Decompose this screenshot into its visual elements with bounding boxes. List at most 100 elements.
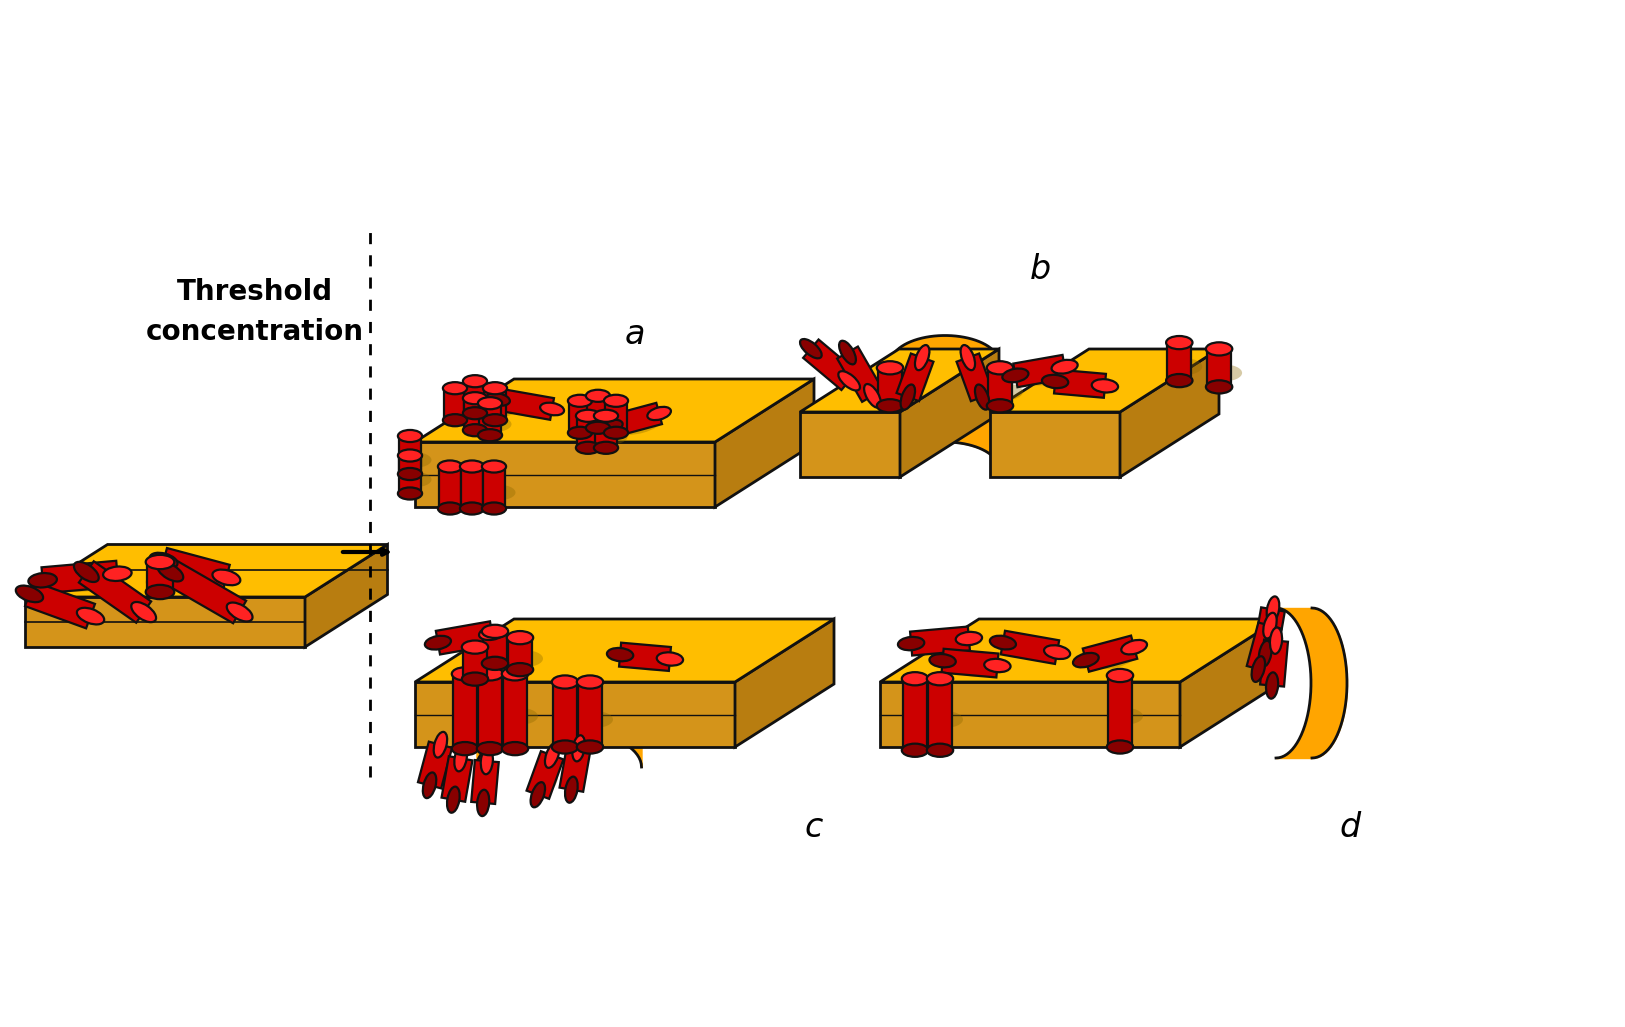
Ellipse shape (604, 394, 629, 407)
Ellipse shape (577, 676, 603, 688)
FancyBboxPatch shape (484, 388, 505, 420)
Ellipse shape (483, 772, 497, 802)
Ellipse shape (73, 562, 99, 582)
Ellipse shape (1259, 641, 1271, 667)
FancyBboxPatch shape (465, 381, 486, 413)
Ellipse shape (483, 460, 505, 472)
Ellipse shape (476, 668, 504, 681)
Polygon shape (608, 403, 661, 438)
Ellipse shape (926, 672, 954, 685)
Ellipse shape (878, 362, 904, 375)
FancyBboxPatch shape (578, 682, 601, 747)
Polygon shape (471, 760, 499, 804)
Ellipse shape (1092, 379, 1118, 392)
Ellipse shape (566, 776, 578, 803)
Ellipse shape (484, 402, 517, 417)
Ellipse shape (575, 410, 600, 422)
Ellipse shape (878, 400, 904, 413)
Ellipse shape (838, 341, 856, 365)
Ellipse shape (541, 766, 559, 794)
Ellipse shape (595, 429, 627, 445)
Polygon shape (1082, 636, 1137, 672)
Polygon shape (800, 412, 900, 477)
Ellipse shape (986, 362, 1014, 375)
Polygon shape (881, 619, 1279, 682)
FancyBboxPatch shape (483, 632, 507, 663)
Ellipse shape (463, 407, 487, 419)
FancyBboxPatch shape (569, 401, 592, 432)
Ellipse shape (481, 624, 509, 638)
FancyBboxPatch shape (904, 679, 926, 751)
Ellipse shape (902, 672, 928, 685)
Ellipse shape (432, 756, 448, 785)
Ellipse shape (479, 626, 505, 640)
FancyBboxPatch shape (595, 416, 618, 448)
Polygon shape (24, 581, 94, 629)
Polygon shape (715, 379, 814, 507)
Ellipse shape (1206, 342, 1232, 355)
Ellipse shape (593, 410, 618, 422)
Ellipse shape (604, 414, 637, 429)
Ellipse shape (990, 636, 1016, 649)
Ellipse shape (398, 430, 422, 442)
Ellipse shape (915, 345, 929, 370)
Ellipse shape (102, 567, 132, 581)
FancyBboxPatch shape (587, 395, 609, 428)
FancyBboxPatch shape (1108, 676, 1133, 747)
Polygon shape (414, 682, 734, 747)
Ellipse shape (821, 357, 850, 382)
Polygon shape (414, 379, 814, 442)
Polygon shape (164, 561, 245, 623)
Ellipse shape (531, 783, 544, 807)
Ellipse shape (182, 579, 240, 616)
Ellipse shape (507, 663, 533, 676)
Ellipse shape (864, 384, 881, 408)
Polygon shape (80, 562, 151, 622)
Ellipse shape (604, 427, 629, 439)
Ellipse shape (569, 414, 601, 429)
Polygon shape (619, 643, 671, 671)
FancyBboxPatch shape (604, 401, 627, 432)
Polygon shape (734, 619, 834, 747)
Ellipse shape (452, 668, 478, 681)
Polygon shape (161, 548, 229, 589)
Polygon shape (559, 747, 590, 792)
Ellipse shape (912, 369, 928, 396)
Text: a: a (624, 318, 645, 351)
Ellipse shape (1206, 380, 1232, 393)
Ellipse shape (972, 369, 988, 396)
Ellipse shape (606, 648, 634, 661)
Ellipse shape (921, 639, 970, 655)
Ellipse shape (483, 414, 507, 426)
Ellipse shape (838, 371, 860, 390)
Ellipse shape (575, 442, 600, 454)
Ellipse shape (398, 450, 422, 461)
Ellipse shape (452, 743, 478, 755)
Ellipse shape (656, 652, 682, 665)
Ellipse shape (1095, 650, 1136, 669)
Ellipse shape (444, 382, 466, 394)
Ellipse shape (460, 502, 484, 515)
Text: b: b (1030, 253, 1051, 286)
Ellipse shape (447, 787, 460, 812)
Ellipse shape (587, 422, 609, 433)
Ellipse shape (1051, 359, 1077, 374)
Ellipse shape (483, 382, 507, 394)
FancyBboxPatch shape (509, 638, 531, 670)
Polygon shape (1014, 355, 1066, 387)
Ellipse shape (476, 743, 504, 755)
Polygon shape (436, 621, 494, 654)
Ellipse shape (478, 429, 502, 442)
Ellipse shape (587, 409, 619, 424)
Polygon shape (897, 353, 933, 402)
Ellipse shape (878, 383, 913, 401)
Ellipse shape (855, 364, 876, 394)
Ellipse shape (587, 390, 609, 402)
Ellipse shape (577, 429, 609, 445)
Ellipse shape (16, 585, 44, 602)
Ellipse shape (647, 407, 671, 420)
Ellipse shape (483, 502, 505, 515)
Ellipse shape (1012, 645, 1060, 662)
Ellipse shape (1266, 673, 1279, 698)
FancyBboxPatch shape (439, 466, 462, 508)
